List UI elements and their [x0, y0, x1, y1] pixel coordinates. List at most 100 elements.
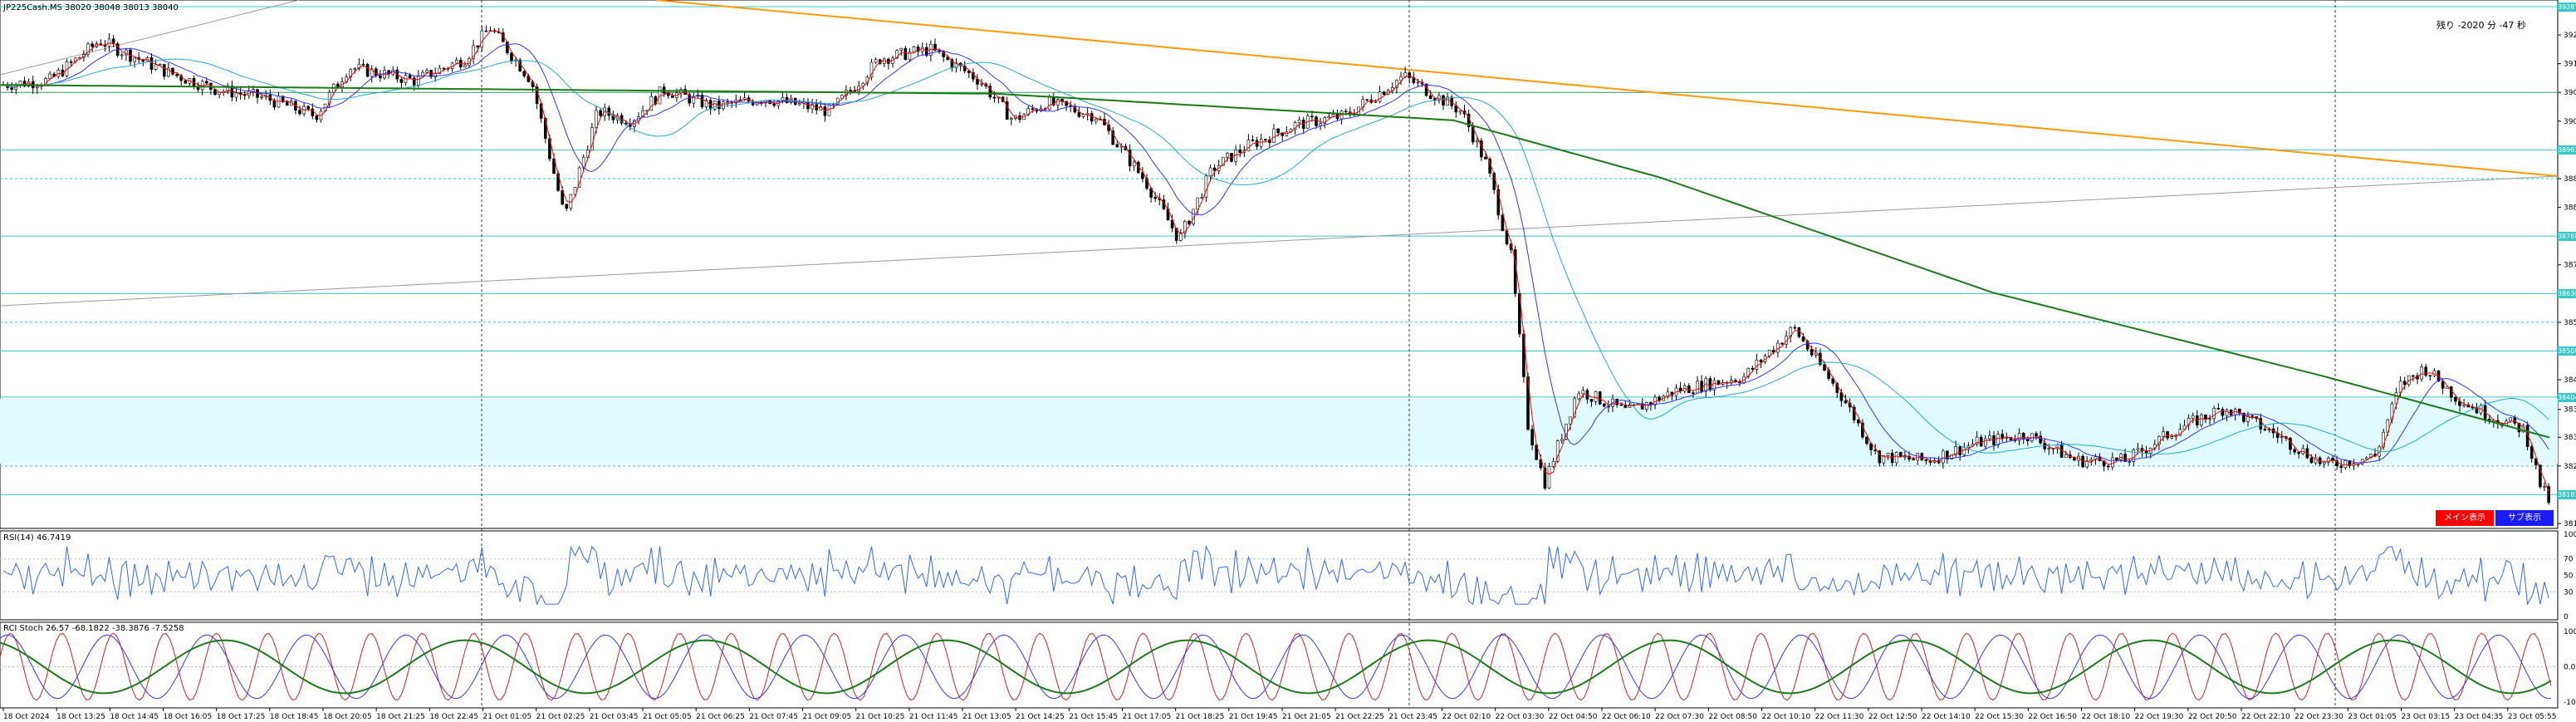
candle-body — [1315, 116, 1318, 126]
candle-body — [35, 86, 39, 89]
candle-body — [2191, 415, 2195, 419]
time-tick-label: 21 Oct 19:45 — [1229, 713, 1278, 721]
candle-body — [357, 63, 361, 69]
candle-body — [2543, 486, 2546, 488]
price-tick-label: 38248 — [2564, 463, 2576, 471]
level-price-tag: 39287 — [2558, 2, 2576, 12]
candle-body — [2229, 410, 2233, 415]
rsi-tick-label: 0 — [2564, 613, 2569, 621]
candle-body — [133, 57, 136, 62]
candle-body — [899, 47, 903, 52]
candle-body — [581, 157, 585, 169]
candle-body — [1374, 101, 1378, 103]
candle-body — [1344, 111, 1348, 113]
sub-view-button[interactable]: サブ表示 — [2495, 510, 2554, 526]
candle-body — [2369, 454, 2373, 459]
candle-body — [1560, 439, 1564, 441]
candle-body — [700, 95, 704, 108]
trendline-orange — [655, 0, 2559, 177]
candle-body — [1746, 368, 1750, 377]
time-tick-label: 22 Oct 04:50 — [1549, 713, 1598, 721]
candle-body — [1645, 402, 1648, 410]
candle-body — [522, 71, 526, 76]
candle-body — [1551, 460, 1555, 467]
candle-body — [1501, 214, 1505, 231]
candle-body — [2394, 392, 2398, 405]
candle-body — [1992, 435, 1996, 445]
time-tick-label: 22 Oct 16:50 — [2028, 713, 2077, 721]
candle-body — [2297, 451, 2300, 454]
candle-body — [2242, 412, 2245, 422]
candle-body — [1861, 422, 1864, 438]
candle-body — [1805, 341, 1810, 350]
candle-body — [311, 108, 315, 116]
time-tick-label: 22 Oct 19:30 — [2135, 713, 2184, 721]
candle-body — [1882, 455, 1886, 464]
candle-body — [2001, 434, 2004, 439]
candle-body — [315, 115, 319, 120]
candle-body — [1319, 123, 1322, 126]
candle-body — [772, 103, 776, 106]
candle-body — [1692, 392, 1695, 395]
candle-body — [1573, 398, 1576, 418]
candle-body — [2021, 433, 2025, 440]
candle-body — [1954, 446, 1957, 456]
candle-body — [967, 71, 971, 73]
candle-body — [1259, 139, 1263, 147]
candle-body — [379, 75, 382, 79]
candle-body — [1153, 197, 1157, 199]
candle-body — [806, 101, 810, 110]
candle-body — [69, 61, 73, 63]
time-tick-label: 23 Oct 01:05 — [2348, 713, 2397, 721]
candle-body — [1365, 99, 1369, 101]
candle-body — [1446, 96, 1449, 106]
candle-body — [2365, 457, 2368, 459]
price-tick-label: 38376 — [2564, 406, 2576, 415]
candle-body — [980, 83, 983, 86]
candle-body — [120, 54, 124, 56]
candle-body — [1031, 108, 1035, 111]
candle-body — [595, 110, 598, 128]
candle-body — [2331, 457, 2334, 461]
candle-body — [2323, 462, 2326, 464]
candle-body — [1484, 156, 1487, 160]
candle-body — [1958, 446, 1961, 455]
candle-body — [781, 96, 785, 101]
candle-body — [1899, 452, 1903, 457]
candle-body — [2212, 408, 2216, 420]
price-tick-label: 38898 — [2564, 175, 2576, 184]
candle-body — [916, 47, 920, 52]
candle-body — [1738, 381, 1741, 384]
candle-body — [2204, 415, 2207, 420]
candle-body — [2187, 418, 2191, 426]
candle-body — [1924, 459, 1928, 461]
candle-body — [82, 54, 86, 58]
candle-body — [1581, 390, 1585, 395]
candle-body — [442, 67, 446, 70]
candle-body — [577, 167, 581, 188]
time-tick-label: 18 Oct 17:25 — [217, 713, 266, 721]
time-tick-label: 22 Oct 12:50 — [1868, 713, 1917, 721]
candle-body — [2166, 431, 2169, 439]
candle-body — [2335, 460, 2338, 467]
time-tick-label: 23 Oct 03:15 — [2402, 713, 2451, 721]
main-view-button[interactable]: メイン表示 — [2436, 510, 2494, 526]
candle-body — [1188, 221, 1191, 225]
candle-body — [1751, 368, 1755, 370]
candle-body — [2424, 366, 2427, 376]
candle-body — [2547, 486, 2550, 503]
time-tick-label: 21 Oct 05:05 — [643, 713, 692, 721]
candle-body — [2216, 408, 2221, 410]
candle-body — [1755, 359, 1759, 370]
stoch-mid-line — [0, 634, 2552, 700]
symbol-header: JP225Cash.MS 38020 38048 38013 38040 — [3, 3, 179, 12]
rsi-tick-label: 70 — [2564, 556, 2574, 564]
time-tick-label: 18 Oct 21:25 — [376, 713, 425, 721]
candle-body — [1297, 120, 1301, 123]
candle-body — [1810, 349, 1814, 356]
candle-body — [2539, 464, 2542, 488]
candle-body — [904, 47, 908, 61]
price-tick-label: 38573 — [2564, 319, 2576, 327]
